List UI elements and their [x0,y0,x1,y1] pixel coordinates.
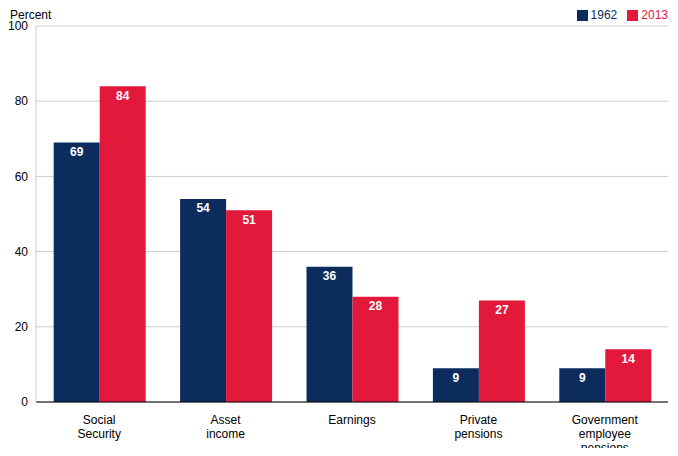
svg-text:40: 40 [15,245,29,259]
svg-text:100: 100 [8,19,28,33]
svg-text:0: 0 [21,395,28,409]
svg-text:60: 60 [15,170,29,184]
svg-text:14: 14 [622,352,636,366]
svg-text:Earnings: Earnings [328,413,375,427]
html-text:1962: 1962 [590,8,618,22]
svg-text:54: 54 [196,201,210,215]
svg-text:9: 9 [579,371,586,385]
html-text:2013: 2013 [641,8,668,22]
svg-text:9: 9 [453,371,460,385]
svg-text:28: 28 [369,299,383,313]
svg-text:Governmentemployeepensions: Governmentemployeepensions [572,413,639,448]
svg-text:20: 20 [15,320,29,334]
svg-text:27: 27 [495,303,509,317]
svg-text:SocialSecurity: SocialSecurity [78,413,121,441]
svg-text:84: 84 [116,89,130,103]
svg-text:51: 51 [242,213,256,227]
svg-text:Assetincome: Assetincome [206,413,245,441]
svg-text:36: 36 [323,269,337,283]
svg-text:69: 69 [70,145,84,159]
svg-text:Privatepensions: Privatepensions [454,413,502,441]
svg-text:80: 80 [15,94,29,108]
html-text:Percent: Percent [10,8,52,22]
